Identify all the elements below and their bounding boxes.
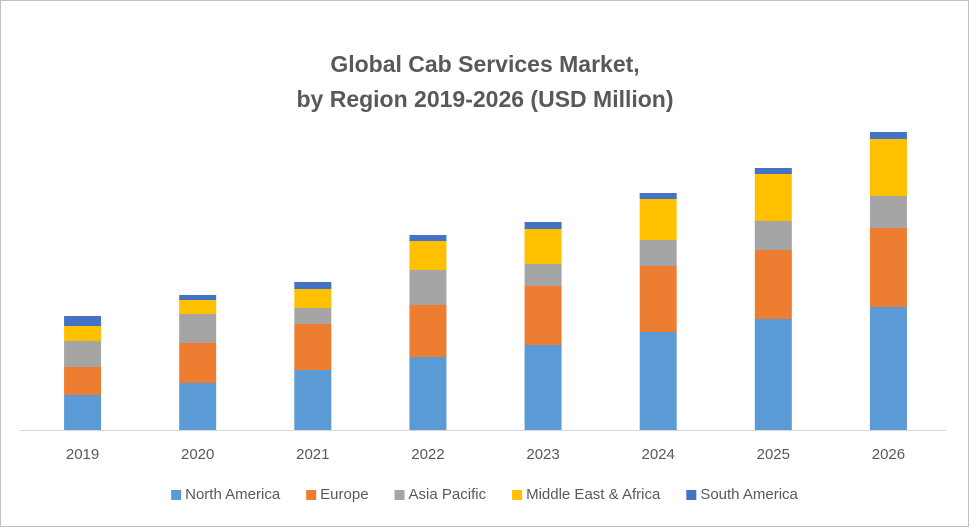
bar-segment [754,221,792,250]
bar-segment [754,174,792,221]
chart-title: by Region 2019-2026 (USD Million) [296,86,673,112]
x-tick-label: 2022 [411,446,444,463]
bar-segment [179,295,217,300]
bar-segment [179,383,217,430]
bar-segment [409,270,447,305]
bar-segment [869,196,907,228]
bar-segment [294,370,332,430]
bar-segment [409,357,447,430]
bar-segment [64,326,102,341]
bar-segment [524,264,562,286]
bar-segment [179,314,217,343]
legend-label: Europe [320,486,368,503]
legend-swatch [171,490,182,500]
bar-segment [409,241,447,270]
x-tick-label: 2020 [181,446,214,463]
bar-segment [294,324,332,370]
legend-swatch [686,490,697,500]
bar-segment [294,308,332,324]
bar-segment [64,316,102,326]
bar-segment [524,229,562,264]
bar-segment [639,332,677,430]
legend-swatch [512,490,523,500]
legend-label: Middle East & Africa [526,486,661,503]
bar-segment [64,367,102,395]
x-tick-label: 2021 [296,446,329,463]
bar-segment [639,199,677,240]
bar-segment [869,228,907,307]
bar-segment [64,395,102,430]
legend-swatch [394,490,405,500]
x-tick-label: 2019 [66,446,99,463]
legend-label: Asia Pacific [409,486,487,503]
chart-title: Global Cab Services Market, [330,51,639,77]
x-tick-label: 2024 [642,446,675,463]
x-tick-label: 2023 [526,446,559,463]
bar-segment [64,341,102,367]
bar-segment [639,266,677,332]
bar-segment [179,343,217,383]
bar-segment [294,282,332,289]
legend-swatch [306,490,317,500]
bar-segment [179,300,217,314]
bar-segment [639,240,677,266]
legend: North America Europe Asia Pacific Middle Ea… [171,486,799,503]
bar-segment [409,305,447,357]
x-tick-label: 2026 [872,446,905,463]
bar-segment [754,319,792,430]
bar-segment [754,168,792,174]
bar-segment [869,132,907,139]
bar-segment [524,345,562,430]
bar-segment [409,235,447,241]
bar-segment [869,139,907,196]
bar-segment [294,289,332,308]
bar-segment [524,286,562,345]
bar-segment [524,222,562,229]
legend-label: North America [185,486,281,503]
bar-segment [639,193,677,199]
bar-segment [754,250,792,319]
x-tick-label: 2025 [757,446,790,463]
bar-segment [869,307,907,430]
legend-label: South America [700,486,798,503]
